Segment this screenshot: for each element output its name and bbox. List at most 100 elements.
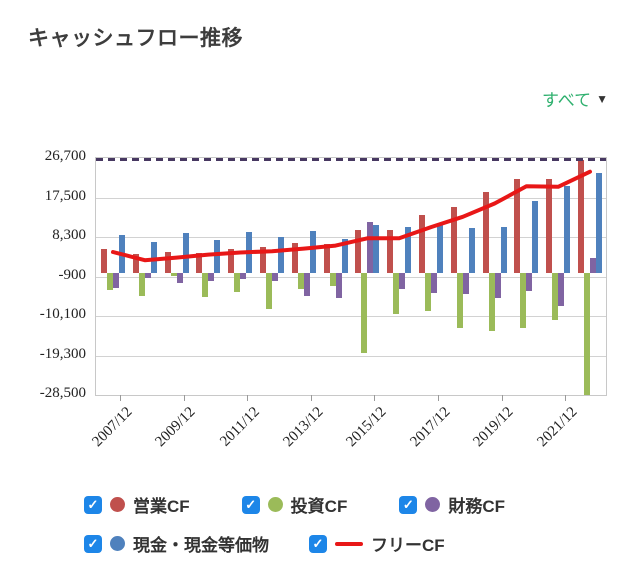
x-tick [120,395,121,401]
bar-investing-cf-2017/12 [425,272,431,311]
bar-cash-equivalents-2016/12 [405,227,412,273]
bar-financing-cf-2011/12 [240,272,247,280]
line-marker-icon [335,541,363,546]
bar-investing-cf-2021/12 [552,272,559,320]
series-checkbox[interactable]: ✓ [399,495,418,514]
bar-operating-cf-2007/12 [101,248,107,273]
x-tick-label: 2011/12 [216,404,263,450]
bar-operating-cf-2014/12 [323,243,330,273]
legend-item-現金・現金等価物[interactable]: ✓ 現金・現金等価物 [84,531,269,556]
legend-item-投資CF[interactable]: ✓ 投資CF [241,492,347,517]
x-tick-label: 2013/12 [280,404,327,451]
circle-marker-icon [110,497,125,512]
x-tick-label: 2015/12 [343,404,390,451]
gridline [96,316,606,317]
bar-investing-cf-2013/12 [297,272,304,289]
x-tick [501,395,503,401]
bar-financing-cf-2016/12 [399,272,406,290]
x-tick [565,395,567,401]
series-checkbox[interactable]: ✓ [309,534,327,553]
bar-operating-cf-2008/12 [132,254,139,273]
series-checkbox[interactable]: ✓ [84,495,102,514]
bar-financing-cf-2010/12 [208,272,215,282]
circle-marker-icon [425,497,441,512]
plot-area [95,157,607,396]
bar-financing-cf-2019/12 [494,272,501,298]
x-tick [183,395,185,401]
bar-operating-cf-2015/12 [355,230,362,273]
bar-operating-cf-2021/12 [546,179,553,273]
bar-operating-cf-2020/12 [514,178,521,273]
bar-investing-cf-2018/12 [456,272,463,328]
circle-marker-icon [110,536,125,551]
period-filter-label: すべて [541,91,592,110]
x-tick [374,395,376,401]
bar-financing-cf-2008/12 [144,272,151,278]
bar-operating-cf-2019/12 [482,191,489,273]
legend-label: フリーCF [371,536,445,555]
bar-investing-cf-2011/12 [234,272,241,292]
y-tick-label: -900 [58,266,87,283]
bar-financing-cf-2020/12 [526,272,533,292]
bar-operating-cf-2016/12 [387,229,394,273]
bar-financing-cf-2014/12 [335,272,342,299]
bar-financing-cf-2018/12 [462,272,469,295]
bar-investing-cf-2008/12 [138,272,145,296]
legend-label: 営業CF [133,497,190,516]
zero-baseline [96,158,606,161]
bar-cash-equivalents-2008/12 [150,241,157,273]
legend-item-営業CF[interactable]: ✓ 営業CF [84,492,190,517]
legend-row: ✓ 現金・現金等価物 ✓ フリーCF [84,531,505,556]
x-tick-label: 2019/12 [470,404,517,451]
bar-operating-cf-2012/12 [260,246,266,273]
bar-investing-cf-2010/12 [202,272,209,298]
series-checkbox[interactable]: ✓ [84,534,102,553]
period-filter-dropdown[interactable]: すべて ▼ [542,86,608,111]
bar-cash-equivalents-2019/12 [500,226,507,273]
bar-cash-equivalents-2022/12 [596,173,602,273]
bar-investing-cf-2020/12 [520,272,527,328]
gridline [96,355,606,357]
bar-cash-equivalents-2009/12 [182,232,189,273]
bar-cash-equivalents-2014/12 [341,238,348,273]
bar-investing-cf-2016/12 [393,272,400,315]
bar-operating-cf-2010/12 [196,252,203,273]
bar-investing-cf-2012/12 [266,272,272,310]
y-tick-label: 17,500 [44,187,86,204]
chevron-down-icon: ▼ [596,91,608,106]
bar-financing-cf-2007/12 [113,272,119,288]
chart-legend: ✓ 営業CF ✓ 投資CF ✓ 財務CF ✓ 現金・現金等価物 ✓ フリーCF [84,492,505,570]
bar-financing-cf-2015/12 [367,221,374,273]
bar-financing-cf-2012/12 [272,272,278,281]
x-tick [438,395,439,401]
bar-investing-cf-2022/12 [584,272,590,395]
y-tick-label: -28,500 [39,385,86,401]
bar-investing-cf-2007/12 [107,272,113,290]
gridline [96,276,606,278]
bar-financing-cf-2013/12 [303,272,310,296]
legend-item-フリーCF[interactable]: ✓ フリーCF [309,531,445,556]
bar-operating-cf-2009/12 [164,252,171,273]
bar-investing-cf-2015/12 [361,272,368,353]
y-tick-label: -10,100 [39,306,86,322]
bar-cash-equivalents-2018/12 [468,227,475,273]
bar-operating-cf-2018/12 [450,206,457,273]
bar-investing-cf-2019/12 [488,272,495,332]
series-checkbox[interactable]: ✓ [241,495,260,514]
bar-investing-cf-2014/12 [329,272,336,286]
x-tick [247,395,249,401]
bar-operating-cf-2013/12 [291,242,298,273]
legend-item-財務CF[interactable]: ✓ 財務CF [399,492,505,517]
y-tick-label: -19,300 [39,345,86,362]
y-tick-label: 26,700 [44,148,86,164]
x-tick-label: 2009/12 [152,404,199,451]
page-title: キャッシュフロー推移 [28,27,243,50]
gridline [96,237,606,238]
bar-financing-cf-2022/12 [590,258,596,273]
bar-financing-cf-2017/12 [431,272,437,293]
bar-cash-equivalents-2010/12 [214,239,221,273]
x-tick-label: 2017/12 [407,404,454,451]
circle-marker-icon [267,497,283,512]
bar-cash-equivalents-2021/12 [564,185,571,273]
